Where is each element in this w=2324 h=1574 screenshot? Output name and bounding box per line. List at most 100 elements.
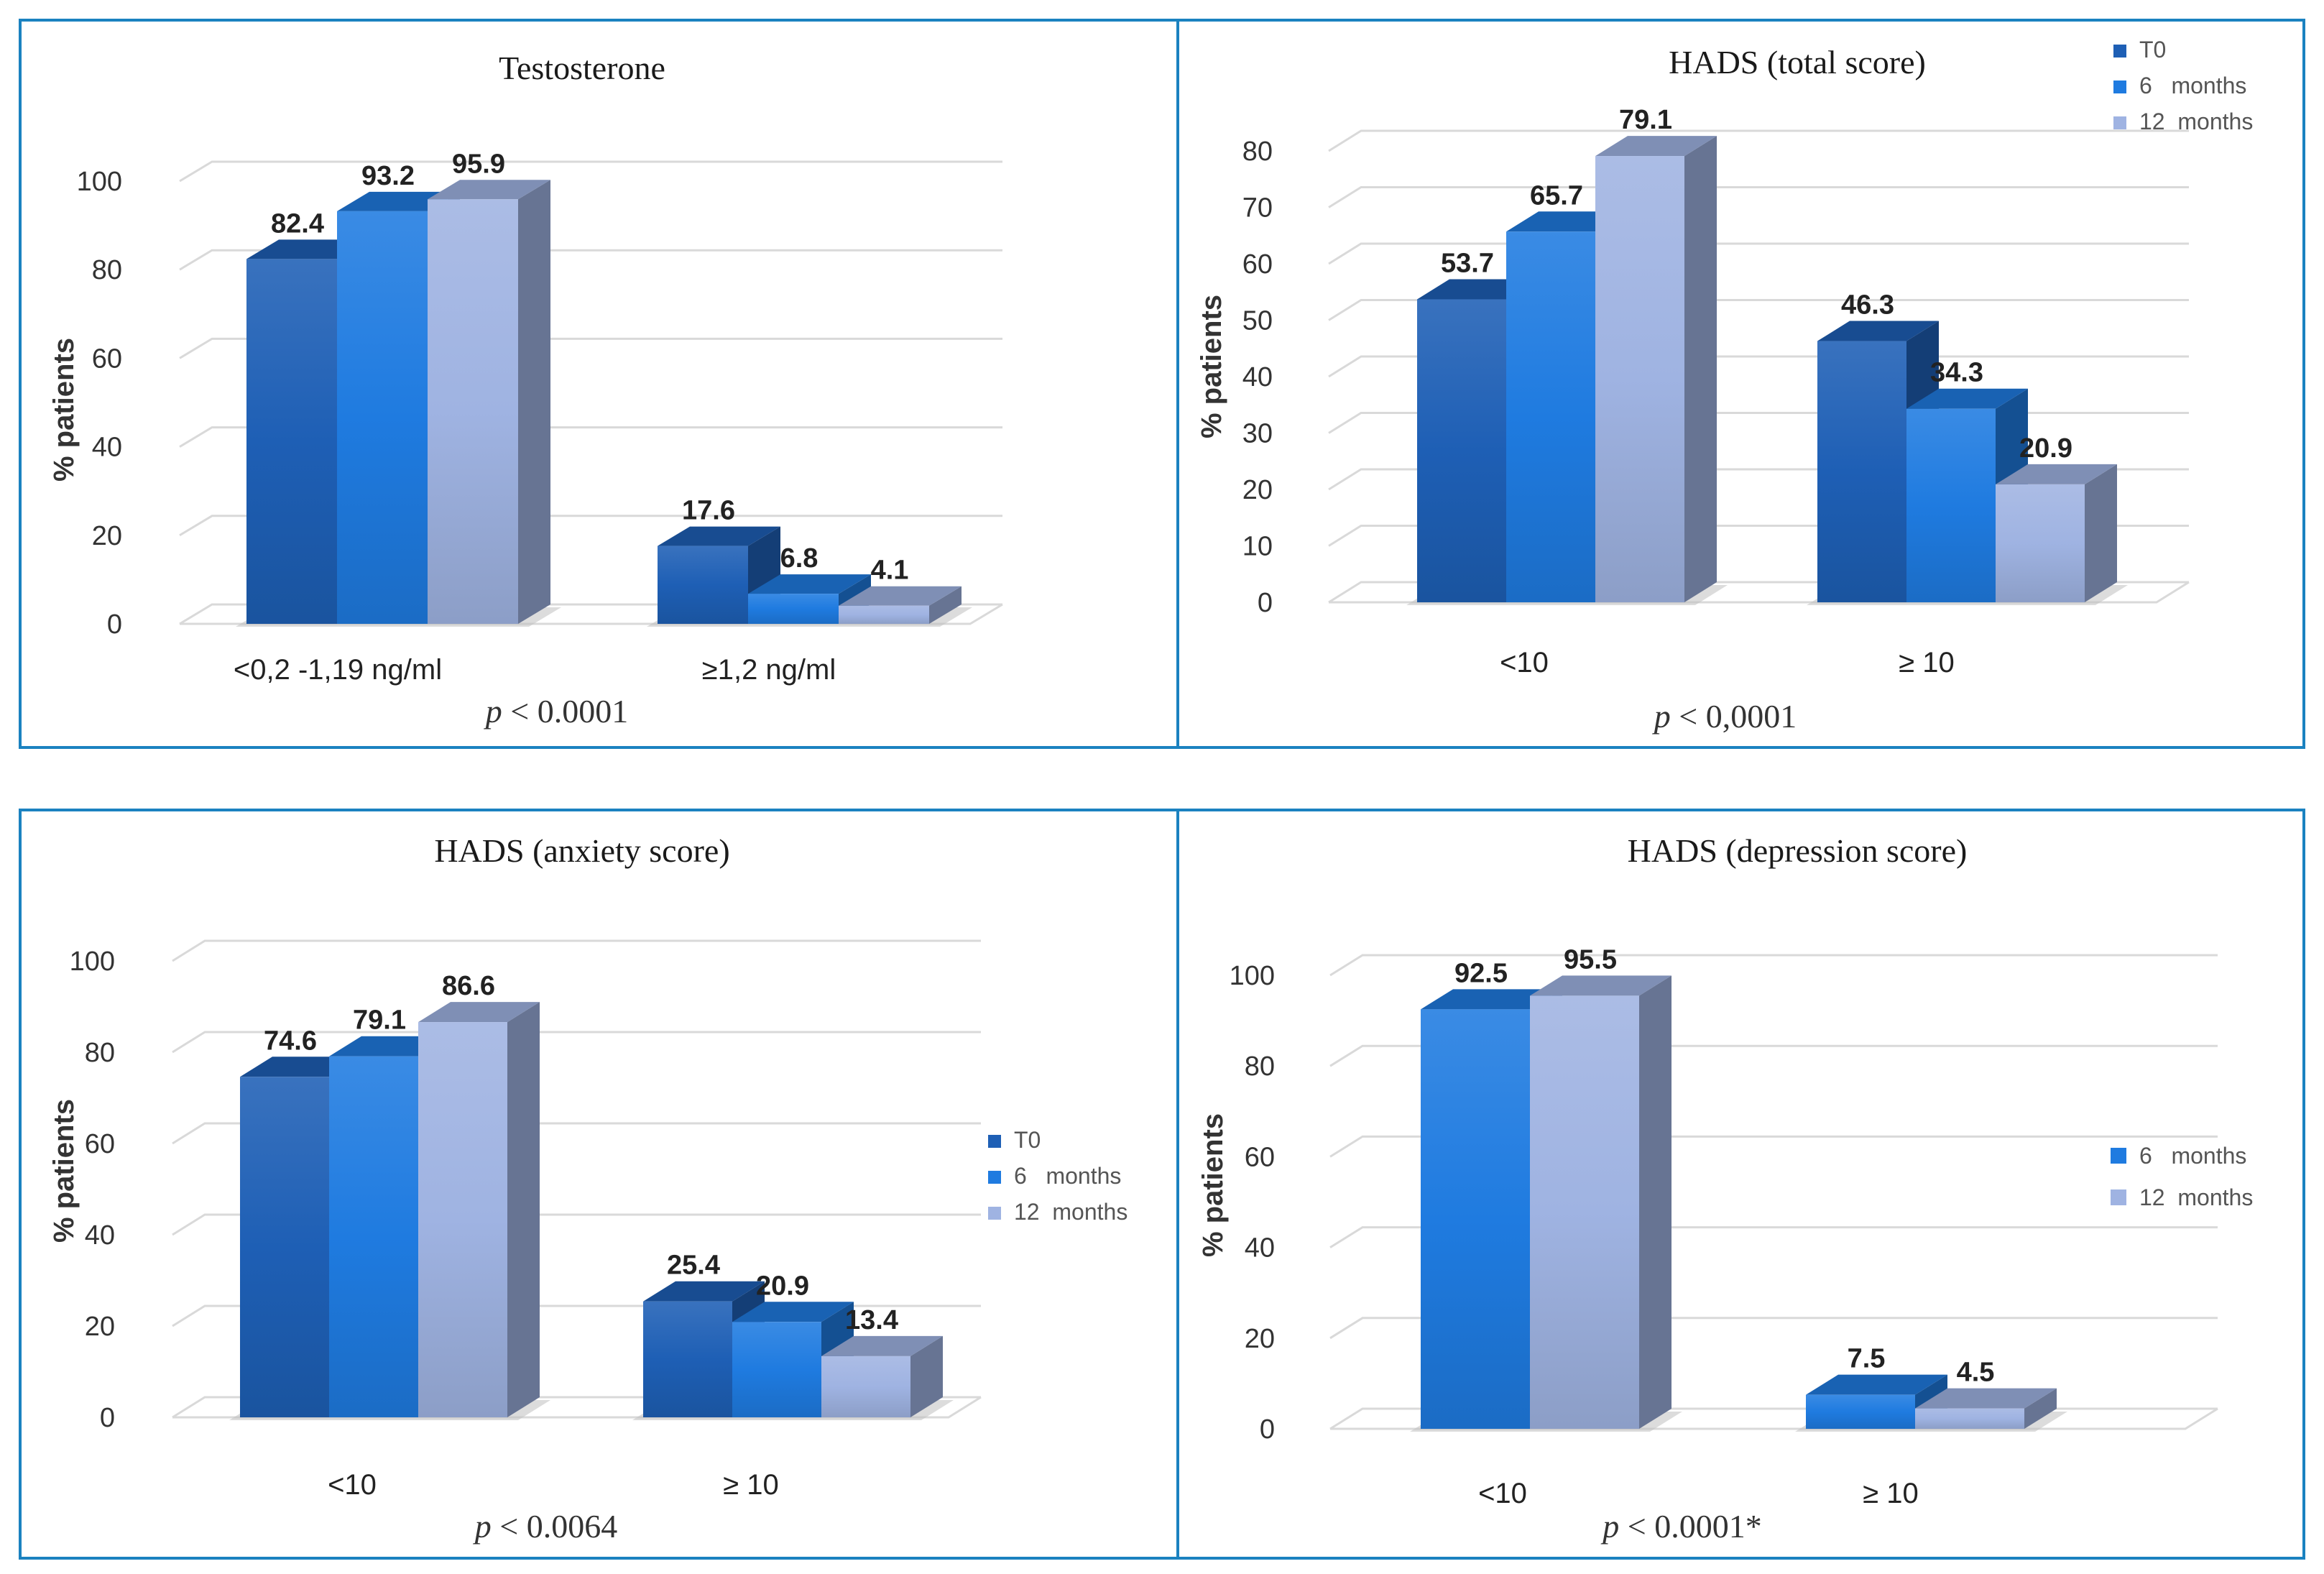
bar-top-12-months <box>1530 975 1671 996</box>
y-tick-label: 20 <box>1245 1324 1275 1354</box>
legend-label: T0 <box>2139 37 2166 63</box>
p-value: p < 0.0001* <box>1600 1508 1761 1545</box>
bar-top-12-months <box>839 586 962 606</box>
y-tick-label: 70 <box>1242 193 1273 224</box>
bar-6-months <box>329 1056 418 1417</box>
p-value: p < 0.0064 <box>473 1508 617 1545</box>
data-label: 34.3 <box>1930 358 1983 388</box>
bar-top-12-months <box>1996 464 2117 484</box>
bar-12-months <box>428 199 518 624</box>
legend-swatch <box>2113 116 2126 129</box>
data-label: 79.1 <box>1619 105 1672 135</box>
data-label: 82.4 <box>271 208 324 239</box>
bar-top-6-months <box>748 574 871 594</box>
data-label: 95.9 <box>452 149 505 179</box>
bar-side-12-months <box>1684 136 1717 602</box>
bar-side-12-months <box>929 586 962 624</box>
category-label: <0,2 -1,19 ng/ml <box>234 654 442 686</box>
gridline <box>1329 1135 2218 1158</box>
y-tick-label: 30 <box>1242 419 1273 449</box>
bar-T0 <box>658 546 748 624</box>
bar-top-T0 <box>643 1281 765 1302</box>
data-label: 79.1 <box>353 1005 406 1036</box>
bar-top-6-months <box>1906 388 2028 409</box>
y-tick-label: 0 <box>1258 588 1273 618</box>
bar-top-12-months <box>418 1002 540 1023</box>
chart-testosterone: Testosterone 0 20 40 60 80 100 % patients 82.4 93… <box>48 50 1003 730</box>
y-tick-label: 80 <box>1245 1051 1275 1082</box>
p-value: p < 0,0001 <box>1652 698 1797 735</box>
bar-T0 <box>643 1301 732 1417</box>
bar-side-12-months <box>910 1335 943 1417</box>
chart-title: HADS (depression score) <box>1628 832 1968 869</box>
gridline <box>179 426 1002 448</box>
data-label: 20.9 <box>756 1271 809 1301</box>
data-label: 6.8 <box>780 543 819 574</box>
legend-label: T0 <box>1014 1127 1041 1153</box>
y-axis-label: % patients <box>1197 1113 1229 1257</box>
gridline <box>172 939 981 962</box>
panel-hads-anxiety: HADS (anxiety score) 0 20 40 60 80 100 % patien… <box>19 809 1179 1560</box>
bar-6-months <box>1906 408 1996 602</box>
data-label: 17.6 <box>682 496 735 526</box>
data-label: 86.6 <box>442 971 495 1001</box>
bar-6-months <box>732 1322 821 1417</box>
legend-swatch <box>2113 80 2126 93</box>
y-tick-label: 20 <box>1242 475 1273 505</box>
bar-top-12-months <box>1595 136 1717 157</box>
bar-side-12-months <box>518 180 550 625</box>
chart-title: Testosterone <box>499 50 665 86</box>
data-label: 25.4 <box>667 1251 720 1281</box>
chart-hads-depression: HADS (depression score) 0 20 40 60 80 100 % pat… <box>1197 832 2253 1545</box>
data-label: 74.6 <box>264 1026 317 1056</box>
legend-swatch <box>2111 1189 2126 1205</box>
data-label: 20.9 <box>2019 433 2072 464</box>
gridline <box>179 515 1002 537</box>
gridline <box>179 337 1002 359</box>
bar-6-months <box>1421 1009 1530 1429</box>
bar-T0 <box>240 1077 329 1417</box>
chart-hads-anxiety: HADS (anxiety score) 0 20 40 60 80 100 % patien… <box>48 832 1128 1545</box>
panel-hads-depression: HADS (depression score) 0 20 40 60 80 100 % pat… <box>1176 809 2305 1560</box>
y-tick-label: 60 <box>1242 249 1273 280</box>
y-axis-label: % patients <box>1196 295 1227 438</box>
panel-testosterone: Testosterone 0 20 40 60 80 100 % patients 82.4 93… <box>19 19 1179 749</box>
gridline <box>1329 1317 2218 1340</box>
gridline <box>1328 242 2189 265</box>
y-tick-label: 100 <box>1230 961 1275 991</box>
bar-6-months <box>337 211 428 624</box>
bar-12-months <box>1996 484 2085 602</box>
data-label: 53.7 <box>1441 248 1494 278</box>
category-label: ≥ 10 <box>723 1469 779 1501</box>
data-label: 95.5 <box>1564 944 1617 975</box>
gridline <box>172 1031 981 1054</box>
bar-top-6-months <box>732 1302 854 1322</box>
bar-6-months <box>748 594 839 624</box>
y-tick-label: 20 <box>85 1312 115 1342</box>
gridline <box>1329 954 2218 977</box>
legend-label: 6 months <box>1014 1163 1121 1189</box>
gridline <box>1328 129 2189 152</box>
y-tick-label: 20 <box>92 521 122 551</box>
y-tick-label: 40 <box>92 433 122 463</box>
legend-swatch <box>2111 1148 2126 1164</box>
category-label: <10 <box>1500 647 1549 678</box>
legend-label: 12 months <box>2139 109 2253 134</box>
y-tick-label: 60 <box>1245 1142 1275 1172</box>
gridline <box>172 1122 981 1145</box>
bar-T0 <box>1417 299 1506 602</box>
bar-12-months <box>1530 995 1639 1429</box>
bar-T0 <box>1817 341 1906 602</box>
y-tick-label: 60 <box>92 344 122 374</box>
y-tick-label: 40 <box>1242 362 1273 392</box>
gridline <box>1328 299 2189 321</box>
category-label: ≥ 10 <box>1899 647 1955 678</box>
data-label: 4.5 <box>1957 1358 1995 1388</box>
y-tick-label: 100 <box>77 167 122 197</box>
gridline <box>1328 186 2189 208</box>
legend-swatch <box>2113 45 2126 57</box>
y-tick-label: 0 <box>1260 1414 1275 1445</box>
bar-side-12-months <box>1639 975 1671 1429</box>
category-label: <10 <box>328 1469 377 1501</box>
gridline <box>1329 1044 2218 1067</box>
